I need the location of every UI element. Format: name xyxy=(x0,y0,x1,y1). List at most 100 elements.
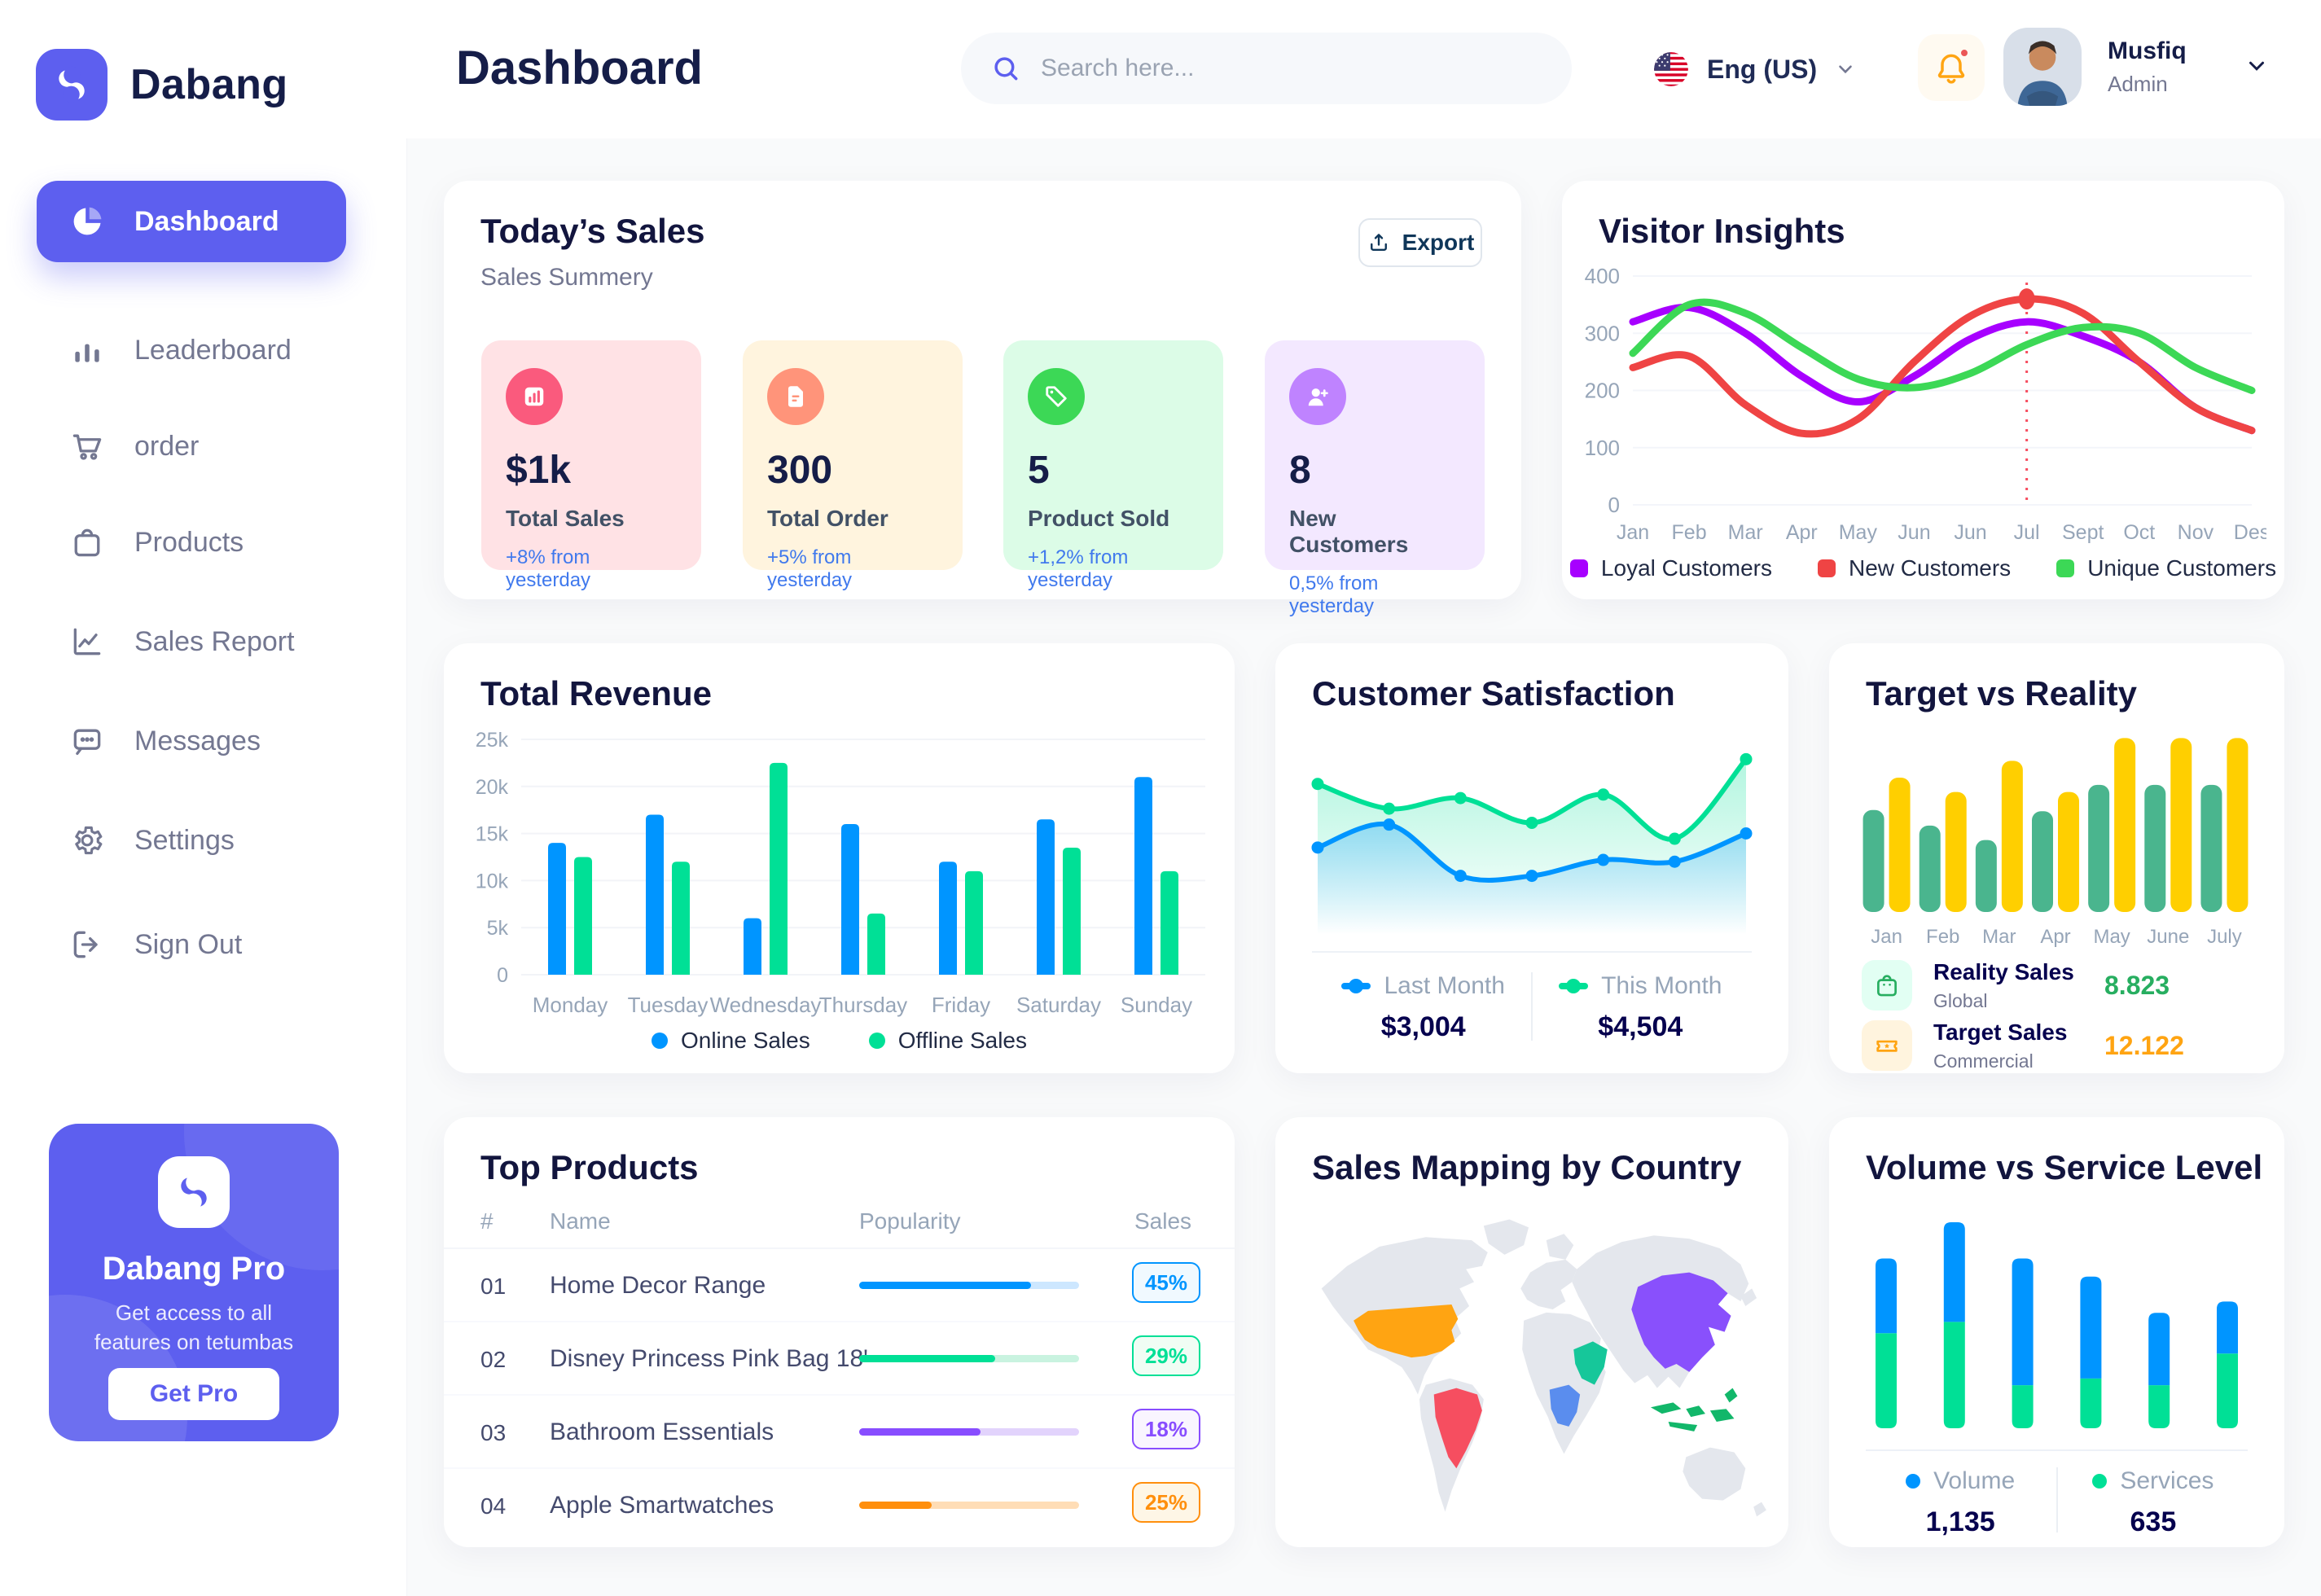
sidebar-item-settings[interactable]: Settings xyxy=(0,814,407,866)
legend-label: Services xyxy=(2120,1467,2214,1494)
stat-value: 8 xyxy=(1289,449,1311,492)
dabang-logo-glyph xyxy=(59,66,85,103)
order-file-icon xyxy=(767,368,824,425)
todays-sales-title: Today’s Sales xyxy=(480,212,705,250)
legend-label: Volume xyxy=(1933,1467,2016,1494)
search-input[interactable] xyxy=(1041,55,1542,82)
row-num: 02 xyxy=(480,1347,507,1372)
gear-icon xyxy=(75,826,103,855)
legend-value: 635 xyxy=(2130,1506,2177,1537)
table-row: 03 Bathroom Essentials 18% xyxy=(444,1396,1235,1467)
divider xyxy=(2056,1467,2058,1532)
export-button[interactable]: Export xyxy=(1358,218,1482,267)
svg-text:Feb: Feb xyxy=(1926,926,1959,948)
svg-text:Mar: Mar xyxy=(1728,521,1763,544)
row-name: Apple Smartwatches xyxy=(550,1492,774,1519)
sidebar-item-label: order xyxy=(134,430,200,462)
svg-text:Monday: Monday xyxy=(533,993,608,1017)
pro-logo-icon xyxy=(158,1156,230,1228)
avatar-photo xyxy=(2003,28,2082,106)
svg-text:20k: 20k xyxy=(476,776,509,799)
popularity-fill xyxy=(859,1428,981,1436)
svg-text:Nov: Nov xyxy=(2178,521,2214,544)
language-selector[interactable]: Eng (US) xyxy=(1653,45,1856,94)
customer-satisfaction-legend: Last Month $3,004 This Month $4,504 xyxy=(1275,972,1788,1043)
legend-label: Unique Customers xyxy=(2087,555,2277,581)
user-info[interactable]: Musfiq Admin xyxy=(2108,37,2187,97)
top-products-title: Top Products xyxy=(480,1148,699,1186)
svg-text:Sept: Sept xyxy=(2062,521,2104,544)
get-pro-button[interactable]: Get Pro xyxy=(108,1368,279,1420)
sidebar-item-dashboard[interactable]: Dashboard xyxy=(37,181,346,262)
legend-subtitle: Commercial xyxy=(1933,1050,2034,1072)
main-content: Today’s Sales Sales Summery Export $1k T… xyxy=(407,138,2321,1596)
notifications-button[interactable] xyxy=(1918,34,1985,101)
world-map xyxy=(1321,1219,1766,1517)
user-avatar[interactable] xyxy=(2003,28,2082,106)
svg-text:Friday: Friday xyxy=(932,993,990,1017)
svg-text:25k: 25k xyxy=(476,729,509,752)
volume-service-chart xyxy=(1876,1222,2238,1428)
svg-text:Saturday: Saturday xyxy=(1016,993,1101,1017)
sidebar-item-products[interactable]: Products xyxy=(0,516,407,568)
svg-text:10k: 10k xyxy=(476,870,509,892)
visitor-insights-card: Visitor Insights 400 300 200 100 0 Jan Feb Mar A… xyxy=(1562,181,2284,599)
sidebar-item-leaderboard[interactable]: Leaderboard xyxy=(0,324,407,376)
svg-text:June: June xyxy=(2147,926,2189,948)
sidebar-item-sales-report[interactable]: Sales Report xyxy=(0,616,407,668)
row-num: 01 xyxy=(480,1274,507,1299)
sidebar-item-sign-out[interactable]: Sign Out xyxy=(0,919,407,971)
user-role: Admin xyxy=(2108,72,2168,96)
stat-delta: +8% from yesterday xyxy=(506,546,591,591)
legend-marker xyxy=(1341,979,1371,993)
legend-value: 1,135 xyxy=(1925,1506,1995,1537)
svg-text:July: July xyxy=(2207,926,2242,948)
svg-text:100: 100 xyxy=(1585,436,1620,460)
stat-value: $1k xyxy=(506,449,572,492)
popularity-fill xyxy=(859,1282,1031,1289)
map-japan xyxy=(1740,1288,1757,1307)
pro-description: Get access to all features on tetumbas xyxy=(94,1300,294,1354)
sign-out-icon xyxy=(73,931,98,958)
sales-mapping-card: Sales Mapping by Country xyxy=(1275,1117,1788,1547)
divider xyxy=(1866,1449,2248,1451)
svg-text:5k: 5k xyxy=(487,917,509,940)
total-revenue-chart: 0 5k 10k 15k 20k 25k Monday Tuesday WednesdayThu… xyxy=(476,729,1205,1017)
svg-text:May: May xyxy=(1839,521,1878,544)
stat-card-total-sales: $1k Total Sales +8% from yesterday xyxy=(481,340,701,591)
legend-label: Loyal Customers xyxy=(1600,555,1773,581)
sidebar-item-label: Settings xyxy=(134,824,235,856)
legend-dot xyxy=(1906,1474,1921,1489)
sales-badge: 25% xyxy=(1132,1482,1200,1523)
legend-name: Reality Sales xyxy=(1933,958,2074,984)
divider xyxy=(444,1467,1235,1469)
popularity-track xyxy=(859,1428,1079,1436)
total-revenue-card: Total Revenue 0 5k 10k 15k 20k 25k Monday Tuesd… xyxy=(444,643,1235,1073)
legend-dot xyxy=(2092,1474,2108,1489)
svg-text:May: May xyxy=(2093,926,2130,948)
sales-mapping-title: Sales Mapping by Country xyxy=(1312,1148,1742,1186)
legend-value: 12.122 xyxy=(2104,1030,2184,1060)
target-vs-reality-title: Target vs Reality xyxy=(1866,674,2138,712)
sidebar-item-messages[interactable]: Messages xyxy=(0,715,407,767)
line-chart-icon xyxy=(73,628,101,656)
search-bar[interactable] xyxy=(961,33,1572,104)
bag-icon xyxy=(1862,960,1912,1011)
svg-text:Jan: Jan xyxy=(1871,926,1902,948)
svg-text:0: 0 xyxy=(1608,493,1620,517)
legend-volume: Volume 1,135 xyxy=(1865,1467,2056,1538)
tag-icon xyxy=(1028,368,1085,425)
user-menu-chevron-icon[interactable] xyxy=(2244,54,2269,78)
legend-marker xyxy=(1559,979,1589,993)
user-name: Musfiq xyxy=(2108,37,2187,64)
top-products-card: Top Products # Name Popularity Sales 01 … xyxy=(444,1117,1235,1547)
reality-sales-legend-row: Reality Sales Global 8.823 xyxy=(1862,959,2253,1011)
bar-chart-icon xyxy=(75,344,99,362)
legend-swatch xyxy=(2056,559,2075,577)
language-label: Eng (US) xyxy=(1707,54,1818,84)
sidebar-item-order[interactable]: order xyxy=(0,420,407,472)
legend-label: Last Month xyxy=(1384,972,1505,999)
divider xyxy=(444,1321,1235,1322)
customer-satisfaction-card: Customer Satisfaction Last Month $3,004 … xyxy=(1275,643,1788,1073)
bell-icon xyxy=(1937,54,1965,84)
